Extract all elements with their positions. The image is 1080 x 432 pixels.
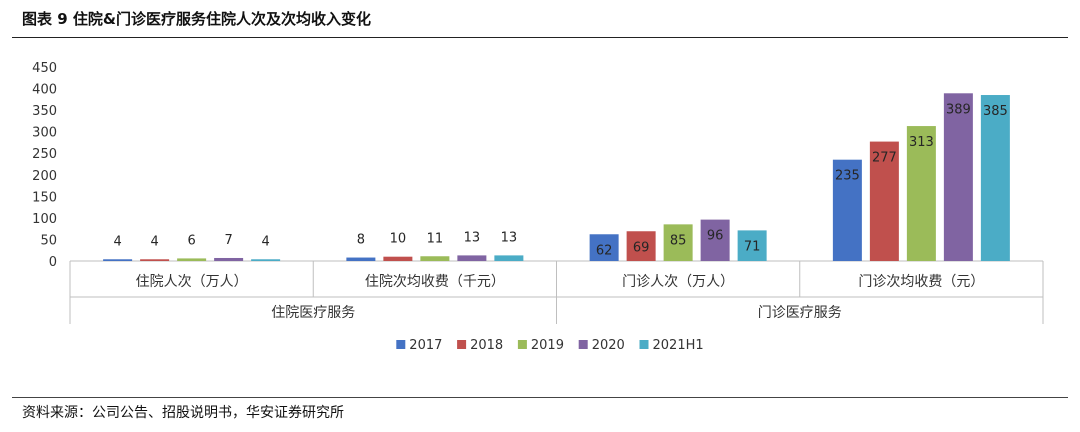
bar [457,255,487,261]
bar-value-label: 11 [427,231,444,246]
bar-value-label: 4 [261,234,269,249]
x-category-label: 住院人次（万人） [136,274,248,290]
y-tick-label: 300 [32,126,57,141]
bar-value-label: 13 [501,230,518,245]
bar-value-label: 69 [633,240,650,255]
bar-value-label: 7 [224,233,232,248]
bar [214,257,244,261]
bar-value-label: 385 [983,104,1008,119]
bar-chart: 0 50 100 150 200 250 300 350 400 450 4 4 6 7 4 住院人次（万人）… [32,61,1044,353]
legend-label: 2017 [409,338,442,353]
bar [251,259,281,261]
legend-label: 2020 [592,338,625,353]
bar [906,126,936,261]
bar-value-label: 8 [357,233,365,248]
bar [383,256,413,261]
bar [663,224,693,261]
bar-value-label: 10 [390,232,407,247]
y-tick-label: 350 [32,104,57,119]
y-tick-label: 450 [32,61,57,76]
bar-value-label: 389 [946,102,971,117]
bar-value-label: 85 [670,233,687,248]
bar [346,257,376,261]
legend-swatch [457,340,467,349]
legend-swatch [517,340,527,349]
x-category-label: 门诊次均收费（元） [858,274,984,290]
x-group-label: 门诊医疗服务 [758,305,842,321]
bar-value-label: 313 [909,135,934,150]
y-tick-label: 200 [32,169,57,184]
y-tick-label: 250 [32,147,57,162]
y-tick-label: 400 [32,83,57,98]
x-group-label: 住院医疗服务 [271,305,355,321]
legend-label: 2019 [531,338,564,353]
bar [103,259,133,261]
y-tick-label: 50 [40,233,57,248]
legend-swatch [396,340,406,349]
bar [626,231,656,261]
bar-value-label: 96 [707,229,724,244]
bar [589,234,619,261]
bar [700,219,730,261]
bar [980,95,1010,262]
bar [832,159,862,261]
bar [177,258,207,261]
bar-value-label: 62 [596,243,613,258]
bar [140,259,170,261]
bar-value-label: 4 [113,234,121,249]
source-note: 资料来源：公司公告、招股说明书，华安证券研究所 [22,405,344,421]
title-divider [12,37,1068,38]
y-tick-label: 100 [32,212,57,227]
bar-value-label: 277 [872,151,897,166]
bar-value-label: 13 [464,230,481,245]
bar-value-label: 71 [744,239,761,254]
legend-swatch [639,340,649,349]
x-category-label: 住院次均收费（千元） [365,274,505,290]
bar [737,230,767,261]
bar [943,93,973,261]
x-category-label: 门诊人次（万人） [622,274,734,290]
bar [494,255,524,261]
bar-value-label: 6 [187,233,195,248]
bar-value-label: 4 [150,234,158,249]
bar [869,141,899,261]
legend-label: 2018 [470,338,503,353]
legend-swatch [578,340,588,349]
source-divider [12,397,1068,398]
y-tick-label: 0 [49,255,57,270]
bar-value-label: 235 [835,169,860,184]
figure-title: 图表 9 住院&门诊医疗服务住院人次及次均收入变化 [22,10,371,28]
bar [420,256,450,261]
legend-label: 2021H1 [653,338,704,353]
y-tick-label: 150 [32,190,57,205]
